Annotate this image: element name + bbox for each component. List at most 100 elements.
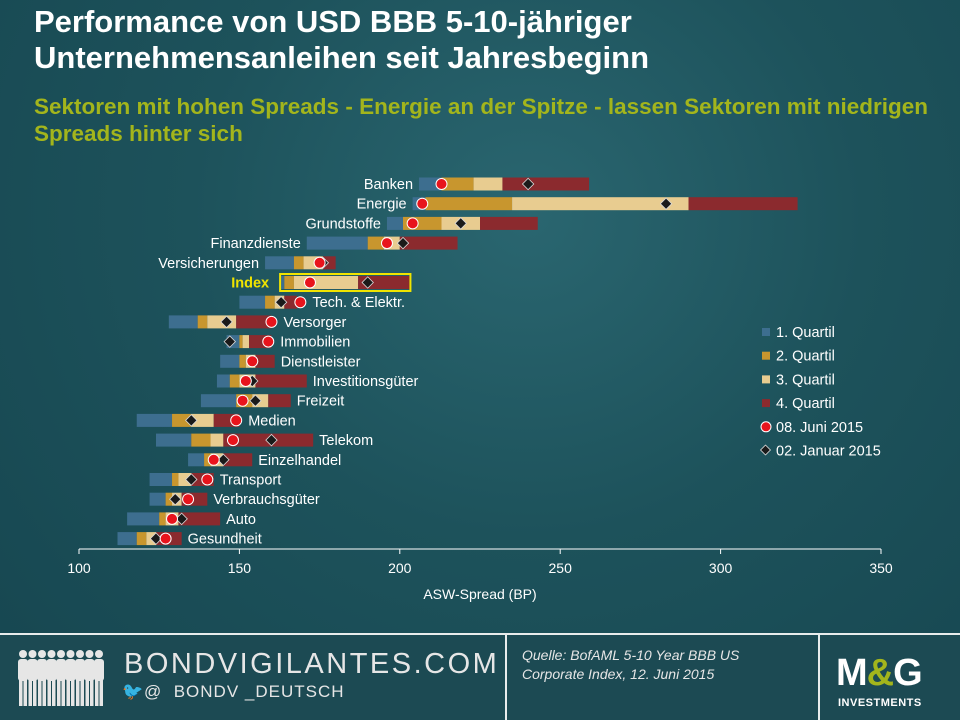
person-leg: [42, 680, 46, 706]
twitter-line: 🐦@ BONDV _DEUTSCH: [122, 682, 345, 702]
quartile-2-bar: [367, 236, 384, 250]
sector-verbrauchsgüter: Verbrauchsgüter: [149, 492, 320, 508]
sector-immobilien: Immobilien: [223, 335, 350, 351]
quartile-2-bar: [159, 512, 166, 526]
jun-2015-dot: [166, 512, 179, 525]
jan-2015-marker: [265, 433, 278, 447]
quartile-1-bar: [149, 492, 166, 506]
quartile-1-bar: [136, 413, 173, 427]
quartile-4-bar: [255, 354, 275, 368]
sector-label: Medien: [248, 413, 296, 429]
person-leg: [47, 680, 51, 706]
sector-finanzdienste: Finanzdienste: [210, 236, 458, 252]
sector-einzelhandel: Einzelhandel: [188, 453, 341, 469]
legend-item: 08. Juni 2015: [760, 420, 863, 436]
x-tick-label: 350: [869, 560, 893, 576]
person-icon: [56, 650, 66, 706]
legend-item: 1. Quartil: [762, 325, 835, 341]
sector-label: Energie: [357, 197, 407, 213]
legend-label: 02. Januar 2015: [776, 444, 881, 460]
person-body: [65, 659, 76, 681]
person-body: [75, 659, 85, 681]
jun-2015-dot: [230, 414, 243, 427]
mg-logo: M&G: [836, 652, 923, 695]
quartile-1-bar: [200, 394, 237, 408]
sector-label: Finanzdienste: [210, 236, 300, 252]
jun-2015-dot: [239, 375, 252, 387]
jan-2015-marker: [217, 453, 230, 467]
jun-2015-dot: [406, 217, 419, 230]
sector-versicherungen: Versicherungen: [158, 256, 336, 272]
sector-label: Banken: [364, 177, 413, 193]
sector-label: Verbrauchsgüter: [213, 492, 320, 508]
logo-ampersand: &: [866, 652, 894, 694]
chart-bars: Banken Energie Grundstoffe Finanzdienste Ver…: [117, 177, 798, 548]
person-icon: [75, 650, 85, 706]
jan-2015-marker: [220, 315, 233, 329]
quartile-2-bar: [191, 433, 211, 447]
quartile-4-bar: [223, 453, 253, 467]
page-subtitle: Sektoren mit hohen Spreads - Energie an …: [34, 94, 928, 146]
sector-auto: Auto: [127, 512, 256, 528]
person-leg: [19, 680, 23, 706]
quartile-4-bar: [178, 512, 221, 526]
x-tick-label: 150: [228, 560, 252, 576]
quartile-1-bar: [127, 512, 160, 526]
person-head: [47, 650, 56, 658]
person-body: [37, 659, 47, 681]
quartile-2-bar: [197, 315, 208, 329]
quartile-3-bar: [512, 197, 689, 211]
page-title: Performance von USD BBB 5-10-jähriger Un…: [34, 4, 650, 75]
jun-2015-dot: [435, 178, 448, 190]
jun-2015-dot: [303, 276, 316, 289]
sector-label: Transport: [220, 473, 282, 489]
person-body: [46, 659, 57, 681]
quartile-4-bar: [236, 315, 272, 329]
sector-versorger: Versorger: [168, 315, 347, 331]
quartile-2-bar: [229, 374, 240, 388]
person-icon: [94, 650, 104, 706]
quartile-3-bar: [293, 276, 359, 289]
quartile-1-bar: [168, 315, 198, 329]
quartile-2-bar: [425, 197, 513, 211]
legend-swatch: [762, 351, 770, 360]
person-leg: [61, 680, 65, 706]
jun-2015-dot: [182, 493, 195, 506]
person-head: [66, 650, 75, 658]
quartile-1-bar: [155, 433, 192, 447]
quartile-2-bar: [172, 473, 179, 486]
sector-energie: Energie: [357, 197, 798, 213]
sector-label: Dienstleister: [281, 354, 361, 370]
jun-2015-dot: [380, 237, 393, 250]
sector-label: Gesundheit: [188, 532, 262, 548]
jun-2015-dot: [201, 473, 214, 486]
quartile-2-bar: [265, 295, 275, 309]
quartile-3-bar: [242, 335, 250, 349]
person-icon: [18, 650, 28, 706]
sector-label: Auto: [226, 512, 256, 528]
quartile-1-bar: [149, 473, 173, 486]
twitter-at: @: [144, 682, 163, 701]
person-body: [94, 659, 104, 681]
person-head: [85, 650, 94, 658]
person-leg: [52, 680, 56, 706]
jun-2015-dot: [416, 197, 429, 210]
person-body: [18, 659, 28, 681]
footer-divider: [505, 635, 507, 720]
quartile-4-bar: [480, 216, 538, 230]
legend-swatch: [760, 421, 772, 433]
legend-item: 4. Quartil: [762, 396, 835, 412]
person-body: [27, 659, 38, 681]
person-leg: [85, 680, 89, 706]
jan-2015-marker: [361, 276, 374, 289]
legend-label: 1. Quartil: [776, 325, 835, 341]
legend-swatch: [762, 375, 770, 384]
source-note: Quelle: BofAML 5-10 Year BBB US Corporat…: [522, 647, 740, 682]
person-leg: [71, 680, 75, 706]
mg-logo-sub: INVESTMENTS: [838, 697, 922, 709]
quartile-2-bar: [239, 335, 243, 349]
legend-label: 2. Quartil: [776, 349, 835, 365]
quartile-4-bar: [322, 256, 336, 270]
quartile-1-bar: [306, 236, 368, 250]
quartile-1-bar: [117, 532, 137, 546]
